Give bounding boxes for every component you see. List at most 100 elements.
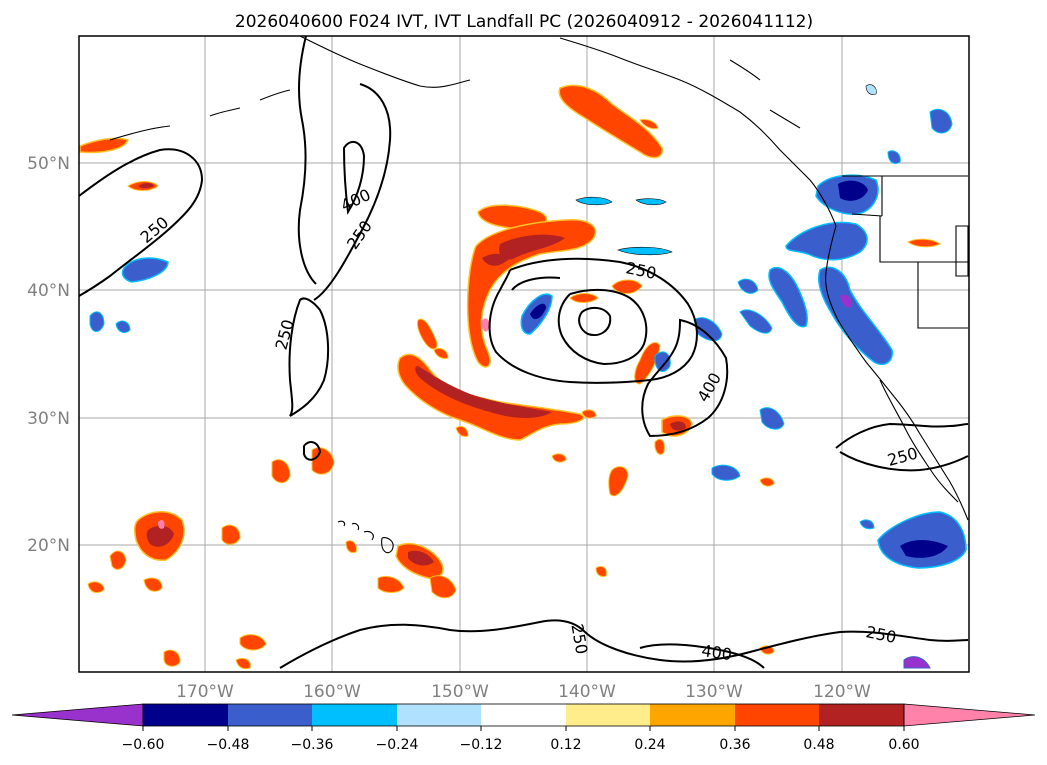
fill-sub-w-8 [271, 459, 291, 484]
fill-w-2 [89, 311, 105, 332]
latitude-labels: 50°N 40°N 30°N 20°N [27, 154, 70, 556]
cb-tick-label-8: 0.48 [803, 737, 834, 753]
negative-anomaly-fills [89, 84, 967, 669]
fill-hawaii-4 [345, 540, 357, 553]
fill-cyclone-center-core [530, 303, 546, 320]
contour-cyclone-inner [511, 276, 648, 366]
fill-sub-w-6 [239, 634, 267, 651]
fill-sub-w-4 [87, 581, 105, 593]
lon-label-150w: 150°W [431, 682, 489, 702]
coastline-aleutians [109, 89, 291, 141]
map-panel: 250 400 250 250 250 400 250 250 400 250 [78, 35, 970, 673]
contour-s-400 [639, 643, 765, 669]
fill-wc-4 [768, 266, 808, 328]
fill-sub-w-3 [221, 524, 241, 545]
coastline-alaska [299, 35, 837, 227]
colorbar-bin-6 [566, 704, 650, 726]
cb-tick-label-9: 0.60 [888, 737, 919, 753]
colorbar-bin-5 [481, 704, 566, 726]
fill-e-1 [759, 407, 785, 430]
fill-wc-3 [818, 266, 893, 366]
coastline-na-west [825, 225, 969, 521]
coastline-hawaii [337, 520, 394, 554]
coastlines [109, 35, 969, 554]
fill-south-small-1 [417, 318, 438, 350]
cb-tick-label-2: −0.36 [291, 737, 334, 753]
contour-se-250 [835, 422, 969, 472]
colorbar-extend-min [11, 703, 144, 727]
fill-cyclone-arc-core [499, 234, 565, 260]
colorbar-bin-1 [143, 704, 228, 726]
fill-wc-3-core [840, 294, 852, 308]
contour-label-8: 400 [700, 641, 733, 664]
fill-wc-7 [929, 108, 953, 134]
fill-tiny-3 [759, 477, 775, 487]
lat-label-40n: 40°N [27, 281, 70, 301]
fill-sub-w-1-pink [158, 520, 165, 529]
fill-tiny-4 [907, 238, 941, 248]
contour-n-400 [342, 140, 366, 215]
fill-sub-w-1-core [146, 525, 174, 547]
fill-sw-blob-core [900, 540, 948, 558]
fill-east-band [634, 342, 661, 385]
fill-sub-w-7 [163, 649, 181, 667]
lat-label-30n: 30°N [27, 409, 70, 429]
contour-nw-250 [78, 148, 204, 297]
fill-tiny-8 [235, 657, 251, 670]
cb-tick-label-6: 0.24 [634, 737, 665, 753]
map-background [79, 36, 969, 672]
fill-band-lat43 [617, 246, 673, 256]
fill-nw-small-core [138, 183, 154, 189]
fill-tiny-1 [551, 453, 567, 463]
fill-south-band-core [415, 366, 552, 418]
cb-tick-label-3: −0.24 [376, 737, 419, 753]
fill-band-lat47b [635, 198, 667, 206]
map-frame [78, 35, 970, 673]
fill-sw-blob [877, 511, 967, 569]
fill-band-lat47 [575, 196, 613, 206]
fill-hawaii-3 [377, 575, 405, 593]
fill-wc-5 [737, 278, 759, 294]
colorbar: −0.60 −0.48 −0.36 −0.24 −0.12 0.12 0.24 … [11, 703, 1036, 753]
fill-e-2 [711, 464, 741, 481]
fill-w-3 [115, 320, 131, 333]
fill-cyclone-pink [481, 318, 490, 332]
fill-sub-w-5 [143, 577, 163, 592]
fill-sub-w-9 [311, 447, 335, 475]
contour-s-250 [279, 619, 969, 669]
fill-gulf-alaska [558, 84, 663, 159]
fill-wc-2-core [838, 180, 868, 201]
fill-wc-6 [739, 309, 773, 334]
ivt-contours [78, 35, 969, 669]
fill-tiny-6 [581, 409, 597, 419]
figure-title: 2026040600 F024 IVT, IVT Landfall PC (20… [235, 12, 813, 32]
cb-tick-label-0: −0.60 [122, 737, 165, 753]
fill-tiny-7 [455, 425, 469, 437]
lon-label-130w: 130°W [685, 682, 743, 702]
lon-label-140w: 140°W [558, 682, 616, 702]
fill-cyclone-arc-core-2 [482, 253, 508, 266]
contour-cyclone-400 [641, 318, 729, 438]
fill-east-band-2-core [670, 421, 686, 431]
fill-ne-cyclone [693, 317, 723, 342]
fill-hawaii-1-core [408, 550, 434, 566]
colorbar-extend-max [903, 703, 1036, 727]
longitude-labels: 170°W 160°W 150°W 140°W 130°W 120°W [176, 682, 871, 702]
fill-hawaii-2 [429, 575, 457, 599]
positive-anomaly-fills [79, 84, 941, 670]
fill-dot-1 [903, 656, 931, 669]
cb-tick-label-1: −0.48 [207, 737, 250, 753]
fill-west-coast-blob [785, 221, 868, 261]
colorbar-bin-9 [819, 704, 904, 726]
fill-cyclone-north [477, 204, 548, 230]
fill-nw-corner [79, 137, 130, 154]
fill-wc-8 [887, 150, 901, 165]
fill-e-3 [859, 519, 875, 530]
lon-label-120w: 120°W [813, 682, 871, 702]
cb-tick-label-7: 0.36 [719, 737, 750, 753]
contour-labels: 250 400 250 250 250 400 250 250 400 250 [137, 185, 920, 664]
colorbar-frame [142, 703, 905, 727]
colorbar-tick-marks [142, 726, 905, 731]
fill-south-small-2 [433, 347, 449, 359]
lon-label-170w: 170°W [176, 682, 234, 702]
